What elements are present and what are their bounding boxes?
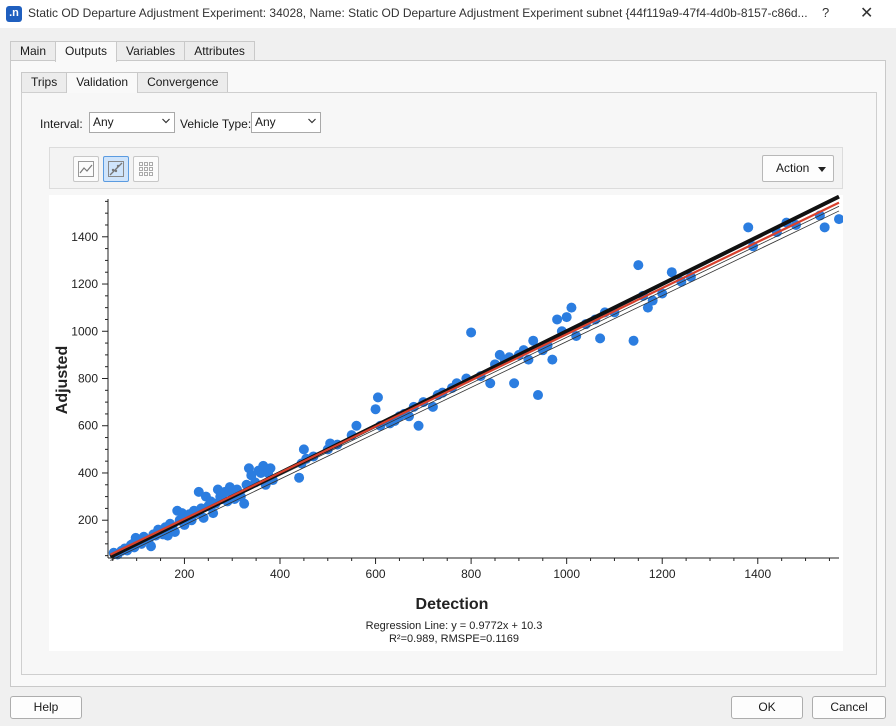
vehicle-type-select-value: Any <box>255 115 276 129</box>
cancel-button[interactable]: Cancel <box>812 696 886 719</box>
sub-tab-bar: Trips Validation Convergence <box>21 72 229 93</box>
data-point <box>265 463 276 474</box>
data-point <box>595 333 606 344</box>
help-button[interactable]: Help <box>10 696 82 719</box>
data-point <box>552 314 563 325</box>
close-icon[interactable]: ✕ <box>860 5 874 22</box>
scatter-regression-icon <box>108 161 124 177</box>
data-point <box>198 512 209 523</box>
data-point <box>657 288 668 299</box>
regression-annotation: Regression Line: y = 0.9772x + 10.3 <box>366 620 543 632</box>
y-tick-label: 1200 <box>71 277 98 291</box>
data-point <box>146 541 156 552</box>
grid-matrix-button[interactable] <box>133 156 159 182</box>
data-point <box>413 420 424 431</box>
action-menu-button[interactable]: Action <box>762 155 834 182</box>
vehicle-type-select[interactable]: Any <box>251 112 321 133</box>
window-title: Static OD Departure Adjustment Experimen… <box>28 6 808 20</box>
regression-line <box>109 201 840 556</box>
line-chart-icon <box>78 161 94 177</box>
main-tab-bar: Main Outputs Variables Attributes <box>10 41 255 62</box>
interval-select-value: Any <box>93 115 114 129</box>
x-tick-label: 1400 <box>744 567 771 581</box>
data-point <box>834 214 844 225</box>
data-point <box>633 260 644 271</box>
data-point <box>485 378 496 389</box>
app-logo-icon: .n <box>6 6 22 22</box>
data-point <box>294 472 305 483</box>
grid-matrix-icon <box>139 162 153 176</box>
chevron-down-icon <box>162 118 170 124</box>
y-axis-label: Adjusted <box>54 346 71 414</box>
x-tick-label: 400 <box>270 567 290 581</box>
data-point <box>466 327 477 338</box>
tab-main[interactable]: Main <box>10 41 57 61</box>
tab-outputs[interactable]: Outputs <box>55 41 118 62</box>
interval-select[interactable]: Any <box>89 112 175 133</box>
help-question-icon[interactable]: ? <box>822 5 830 20</box>
regression-stats-annotation: R²=0.989, RMSPE=0.1169 <box>389 633 519 645</box>
x-tick-label: 200 <box>174 567 194 581</box>
regression-scatter-chart: 200 400 600 800 1000 1200 1400 200 400 600 800 1000… <box>54 194 844 645</box>
data-point <box>372 392 383 403</box>
data-point <box>239 498 250 509</box>
tab-trips[interactable]: Trips <box>21 72 68 92</box>
y-tick-label: 1400 <box>71 230 98 244</box>
tab-variables[interactable]: Variables <box>116 41 186 61</box>
data-point <box>351 420 362 431</box>
tab-convergence[interactable]: Convergence <box>137 72 229 92</box>
x-tick-label: 1200 <box>649 567 676 581</box>
vehicle-type-label: Vehicle Type: <box>180 117 252 131</box>
data-point <box>547 354 558 365</box>
data-point <box>370 404 381 415</box>
y-tick-label: 400 <box>78 466 98 480</box>
interval-label: Interval: <box>40 117 83 131</box>
data-point <box>208 508 219 519</box>
line-chart-button[interactable] <box>73 156 99 182</box>
scatter-regression-button[interactable] <box>103 156 129 182</box>
caret-down-icon <box>818 167 826 172</box>
y-tick-label: 800 <box>78 372 98 386</box>
data-point <box>566 302 577 313</box>
data-point <box>743 222 754 233</box>
y-tick-label: 600 <box>78 419 98 433</box>
data-point <box>528 335 539 346</box>
title-bar: .n Static OD Departure Adjustment Experi… <box>0 0 896 28</box>
data-point <box>561 312 572 323</box>
data-point <box>169 527 180 538</box>
chart-toolbar: Action <box>49 147 843 189</box>
action-label: Action <box>776 161 810 175</box>
data-point <box>642 302 653 313</box>
data-point <box>819 222 830 233</box>
tab-attributes[interactable]: Attributes <box>184 41 255 61</box>
x-tick-label: 1000 <box>553 567 580 581</box>
x-tick-label: 600 <box>366 567 386 581</box>
y-tick-label: 1000 <box>71 324 98 338</box>
data-point <box>628 335 639 346</box>
chevron-down-icon <box>308 118 316 124</box>
data-point <box>666 267 677 278</box>
validation-panel: Interval: Any Vehicle Type: Any <box>21 92 877 675</box>
data-point <box>533 390 543 401</box>
lower-bound-line <box>110 210 840 561</box>
x-tick-label: 800 <box>461 567 481 581</box>
data-point <box>298 444 309 455</box>
validation-chart-area: 200 400 600 800 1000 1200 1400 200 400 600 800 1000… <box>49 194 844 651</box>
data-point <box>193 486 204 497</box>
x-axis-label: Detection <box>416 596 489 613</box>
data-point <box>509 378 520 389</box>
ok-button[interactable]: OK <box>731 696 803 719</box>
y-tick-label: 200 <box>78 513 98 527</box>
outputs-panel: Trips Validation Convergence Interval: A… <box>10 60 886 687</box>
tab-validation[interactable]: Validation <box>66 72 139 93</box>
